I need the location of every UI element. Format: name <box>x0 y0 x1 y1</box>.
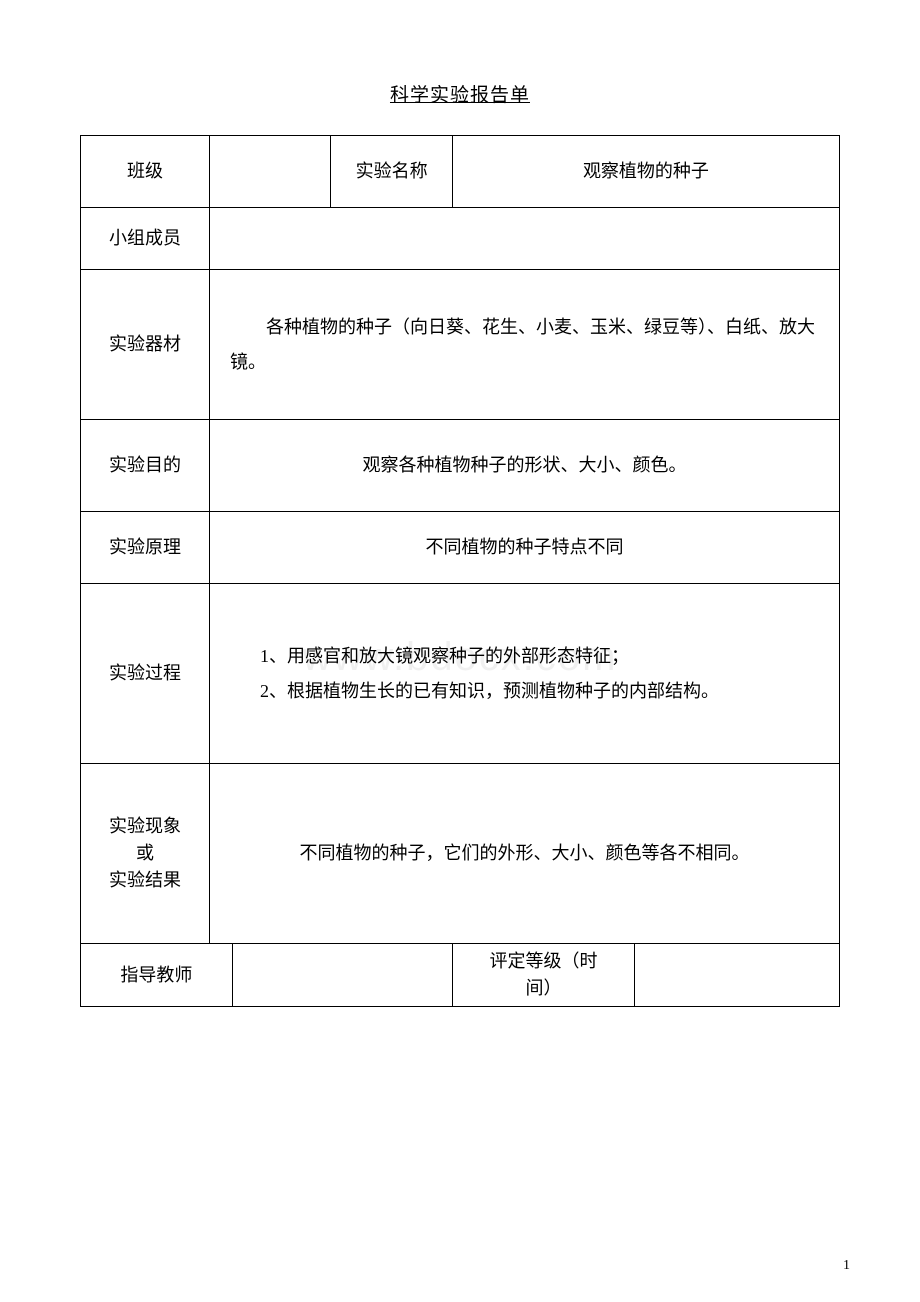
table-row: 指导教师 评定等级（时 间） <box>81 944 840 1007</box>
label-principle: 实验原理 <box>81 512 210 584</box>
process-line-2: 2、根据植物生长的已有知识，预测植物种子的内部结构。 <box>260 674 829 708</box>
value-grade <box>635 944 840 1007</box>
value-principle: 不同植物的种子特点不同 <box>210 512 840 584</box>
value-purpose: 观察各种植物种子的形状、大小、颜色。 <box>210 420 840 512</box>
report-table: 班级 实验名称 观察植物的种子 小组成员 实验器材 各种植物的种子（向日葵、花生… <box>80 135 840 1007</box>
result-label-l1: 实验现象 <box>87 813 203 840</box>
table-row: 实验原理 不同植物的种子特点不同 <box>81 512 840 584</box>
value-result: 不同植物的种子，它们的外形、大小、颜色等各不相同。 <box>210 764 840 944</box>
label-equipment: 实验器材 <box>81 270 210 420</box>
value-equipment: 各种植物的种子（向日葵、花生、小麦、玉米、绿豆等）、白纸、放大镜。 <box>210 270 840 420</box>
label-class: 班级 <box>81 136 210 208</box>
value-teacher <box>232 944 452 1007</box>
value-process: 1、用感官和放大镜观察种子的外部形态特征； 2、根据植物生长的已有知识，预测植物… <box>210 584 840 764</box>
table-row: 实验目的 观察各种植物种子的形状、大小、颜色。 <box>81 420 840 512</box>
page-title: 科学实验报告单 <box>80 80 840 107</box>
table-row: 实验现象 或 实验结果 不同植物的种子，它们的外形、大小、颜色等各不相同。 <box>81 764 840 944</box>
value-exp-name: 观察植物的种子 <box>452 136 839 208</box>
result-label-l2: 或 <box>87 840 203 867</box>
label-result: 实验现象 或 实验结果 <box>81 764 210 944</box>
grade-label-l1: 评定等级（时 <box>459 948 628 975</box>
value-class <box>210 136 331 208</box>
table-row: 小组成员 <box>81 208 840 270</box>
page-number: 1 <box>843 1258 850 1274</box>
label-purpose: 实验目的 <box>81 420 210 512</box>
table-row: 实验过程 1、用感官和放大镜观察种子的外部形态特征； 2、根据植物生长的已有知识… <box>81 584 840 764</box>
process-line-1: 1、用感官和放大镜观察种子的外部形态特征； <box>260 639 829 673</box>
label-members: 小组成员 <box>81 208 210 270</box>
table-row: 班级 实验名称 观察植物的种子 <box>81 136 840 208</box>
value-members <box>210 208 840 270</box>
grade-label-l2: 间） <box>459 975 628 1002</box>
label-exp-name: 实验名称 <box>331 136 452 208</box>
label-grade: 评定等级（时 间） <box>452 944 634 1007</box>
result-label-l3: 实验结果 <box>87 867 203 894</box>
label-process: 实验过程 <box>81 584 210 764</box>
table-row: 实验器材 各种植物的种子（向日葵、花生、小麦、玉米、绿豆等）、白纸、放大镜。 <box>81 270 840 420</box>
label-teacher: 指导教师 <box>81 944 233 1007</box>
